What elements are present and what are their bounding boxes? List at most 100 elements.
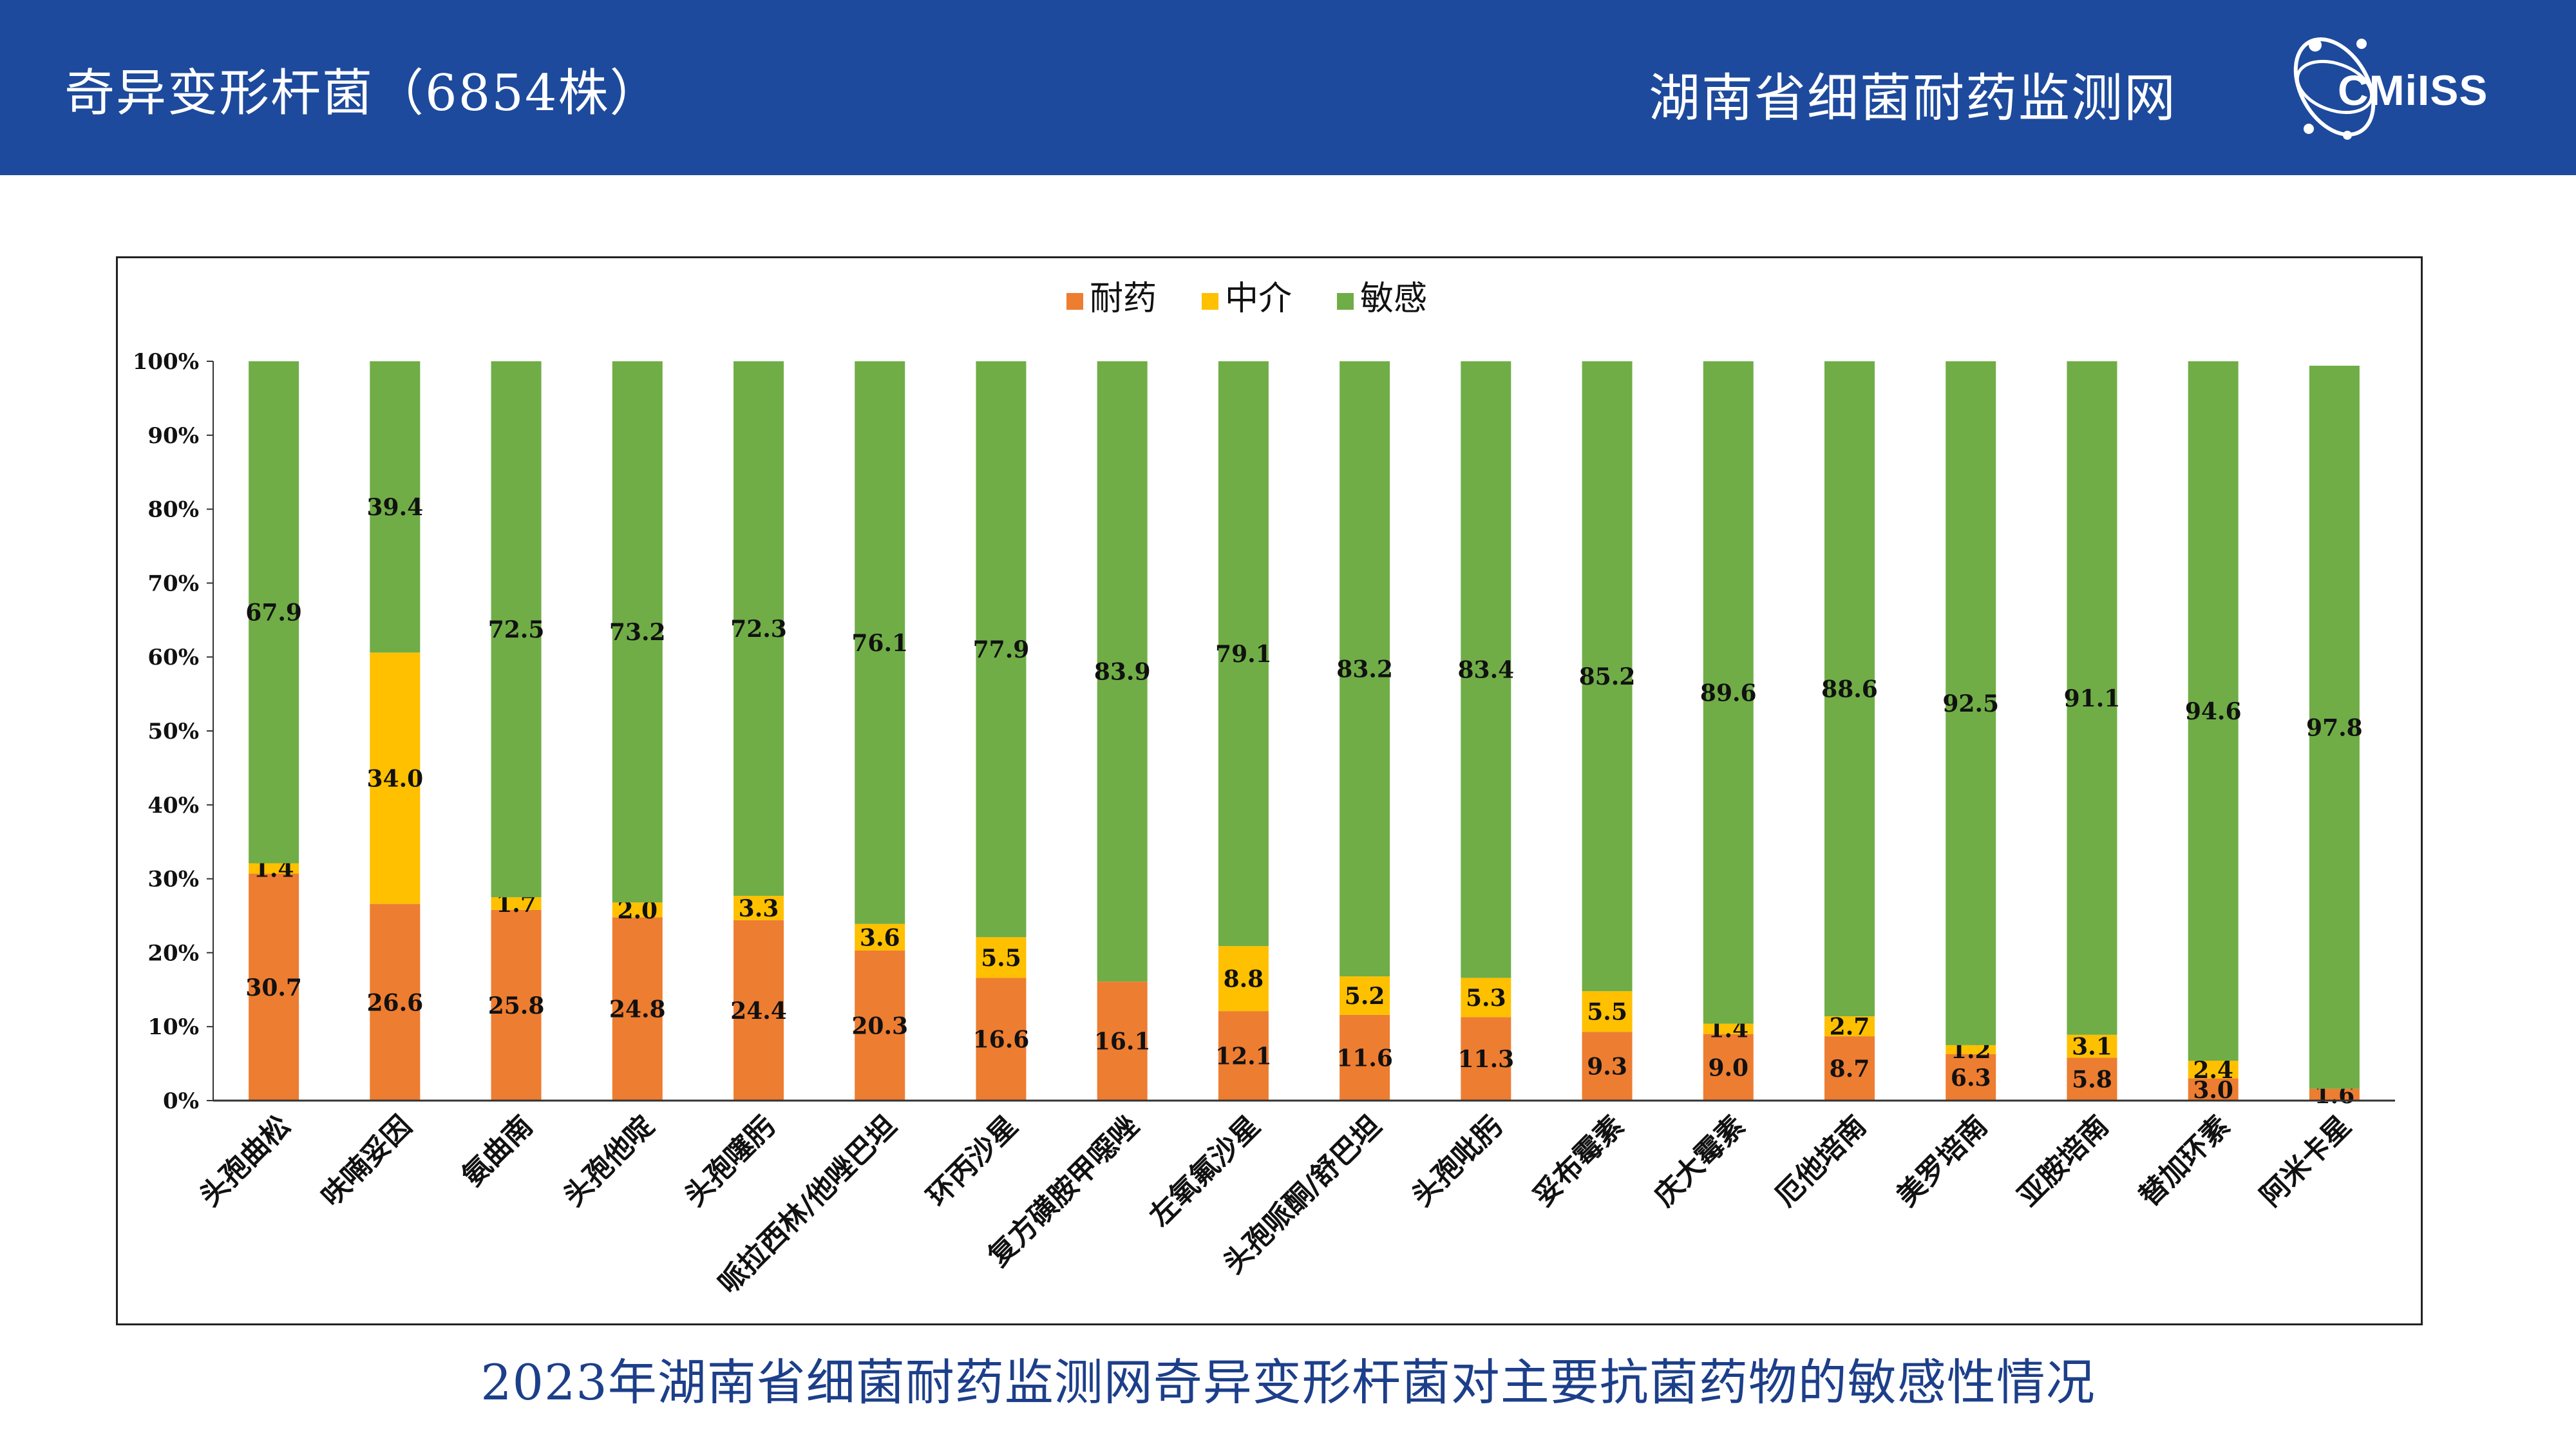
logo-text: CMiISS [2338,66,2488,114]
x-tick-label: 头孢曲松 [193,1110,297,1213]
x-tick-label: 亚胺培南 [2012,1110,2116,1213]
bar-segment-敏感 [1097,361,1148,982]
data-label: 83.2 [1336,656,1393,683]
y-tick-label: 30% [147,867,199,893]
data-label: 25.8 [488,992,545,1019]
bar-segment-中介 [976,937,1027,978]
data-label: 88.6 [1821,676,1878,703]
x-tick-label: 头孢噻肟 [678,1110,782,1213]
legend-label-0: 耐药 [1090,279,1157,318]
data-label: 83.4 [1457,657,1514,684]
bar-segment-中介 [2067,1034,2117,1058]
bar-segment-中介 [249,863,299,874]
y-tick-label: 50% [147,719,199,744]
bar-segment-中介 [612,902,663,918]
x-tick-label: 替加环素 [2133,1110,2237,1213]
bar-segment-敏感 [491,361,542,898]
bar-segment-敏感 [2188,361,2239,1061]
data-label: 2.7 [1830,1014,1870,1041]
legend-label-2: 敏感 [1360,279,1427,318]
data-label: 9.3 [1587,1054,1627,1081]
bar-segment-敏感 [1340,361,1390,977]
data-label: 72.3 [730,616,787,643]
bar-segment-耐药 [1703,1034,1754,1101]
legend-label-1: 中介 [1225,279,1292,318]
x-tick-label: 呋喃妥因 [315,1110,419,1213]
data-label: 24.8 [609,996,666,1023]
bar-segment-耐药 [1340,1014,1390,1101]
bar-segment-耐药 [855,950,905,1101]
data-label: 20.3 [851,1012,908,1039]
bar-segment-耐药 [2309,1088,2360,1101]
bar-segment-中介 [1946,1045,1996,1054]
y-tick-label: 100% [133,349,199,375]
data-label: 8.8 [1224,966,1264,993]
stacked-bar-chart: 耐药 中介 敏感 0% 10% 20% 30% 40% 50% 60% 70% 80% 90% 100% 3… [133,279,2395,1300]
bar-segment-中介 [1218,946,1269,1012]
data-label: 5.5 [981,945,1021,972]
data-label: 26.6 [366,989,423,1016]
data-label: 2.4 [2193,1057,2233,1084]
bar-segment-敏感 [734,361,784,896]
header-bar: 奇异变形杆菌（6854株） 湖南省细菌耐药监测网 CMiISS [0,0,2576,175]
bar-segment-耐药 [1824,1036,1875,1101]
x-tick-label: 厄他培南 [1769,1110,1873,1213]
data-label: 8.7 [1830,1056,1870,1083]
bar-segment-敏感 [1946,361,1996,1045]
page-title: 奇异变形杆菌（6854株） [64,64,661,122]
y-tick-label: 60% [147,645,199,670]
legend-swatch-2 [1337,293,1354,310]
bar-segment-敏感 [2067,361,2117,1035]
bar-segment-中介 [1703,1023,1754,1034]
data-label: 77.9 [973,636,1030,663]
bar-segment-中介 [2188,1061,2239,1079]
data-label: 12.1 [1215,1043,1272,1070]
x-tick-label: 妥布霉素 [1527,1110,1631,1213]
data-label: 5.5 [1587,999,1627,1026]
y-tick-label: 40% [147,793,199,819]
data-label: 67.9 [245,600,302,627]
data-label: 3.1 [2072,1034,2112,1061]
x-tick-label: 阿米卡星 [2254,1110,2358,1213]
bar-segment-耐药 [976,978,1027,1101]
bar-segment-敏感 [855,361,905,924]
x-tick-label: 美罗培南 [1890,1110,1994,1213]
chart-legend: 耐药 中介 敏感 [1066,279,1427,318]
bar-segment-中介 [855,923,905,951]
data-label: 94.6 [2185,698,2242,725]
bar-segment-耐药 [2188,1078,2239,1101]
data-label: 73.2 [609,619,666,646]
bar-segment-敏感 [1461,361,1511,978]
data-label: 91.1 [2064,685,2121,712]
bar-segment-敏感 [1582,361,1633,992]
bar-segment-敏感 [1824,361,1875,1017]
bar-segment-敏感 [249,361,299,864]
chart-frame: 耐药 中介 敏感 0% 10% 20% 30% 40% 50% 60% 70% 80% 90% 100% 3… [116,256,2423,1325]
x-tick-label: 头孢吡肟 [1406,1110,1510,1213]
bar-segment-耐药 [2067,1057,2117,1101]
logo-orbit-icon [2293,37,2376,140]
data-label: 16.6 [973,1027,1030,1054]
chart-caption: 2023年湖南省细菌耐药监测网奇异变形杆菌对主要抗菌药物的敏感性情况 [480,1354,2096,1411]
bar-segment-耐药 [491,909,542,1101]
bar-segment-中介 [734,896,784,920]
bar-segment-中介 [1824,1016,1875,1037]
data-label: 5.2 [1345,983,1385,1010]
x-tick-label: 氨曲南 [456,1110,539,1193]
bar-segment-中介 [491,897,542,910]
data-label: 92.5 [1942,690,1999,717]
data-label: 5.3 [1466,985,1506,1012]
legend-swatch-1 [1202,293,1218,310]
data-label: 5.8 [2072,1066,2112,1094]
bar-segment-敏感 [612,361,663,903]
data-label: 39.4 [366,494,423,521]
data-label: 3.0 [2193,1077,2233,1104]
bar-segment-敏感 [1218,361,1269,947]
bar-segment-敏感 [2309,365,2360,1089]
bar-segment-耐药 [249,873,299,1101]
data-label: 34.0 [366,765,423,792]
bar-segment-敏感 [370,361,421,653]
data-label: 30.7 [245,974,302,1001]
y-tick-label: 10% [147,1014,199,1040]
x-tick-label: 环丙沙星 [921,1110,1025,1213]
